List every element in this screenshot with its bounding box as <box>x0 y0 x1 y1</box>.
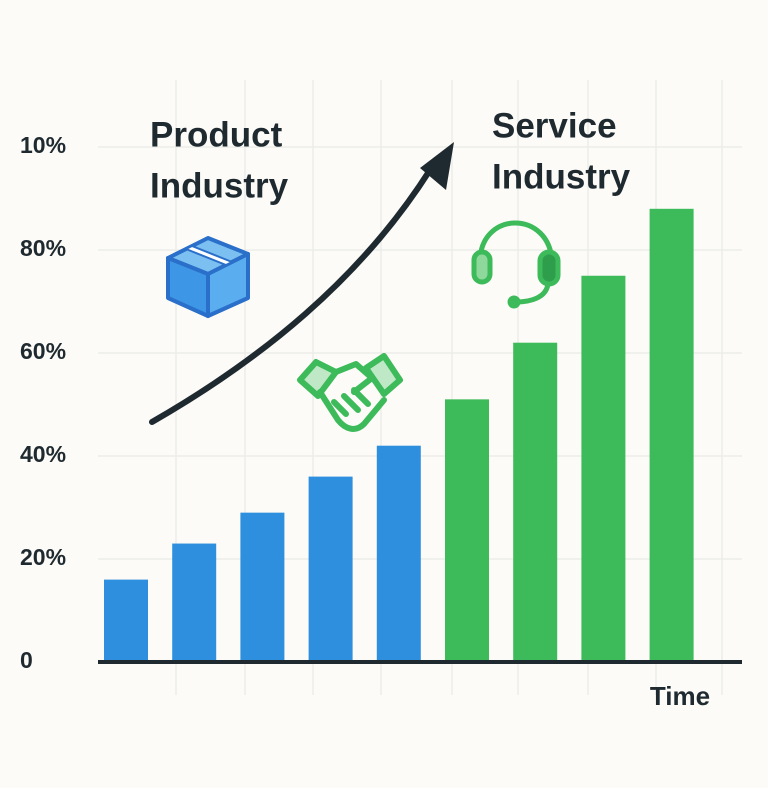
arrow-head <box>420 142 454 190</box>
y-tick-label: 20% <box>20 544 66 570</box>
bars <box>104 208 694 663</box>
y-tick-label: 60% <box>20 338 66 364</box>
bar <box>513 342 558 662</box>
bar <box>104 579 148 662</box>
x-axis-label: Time <box>650 681 710 711</box>
y-tick-label: 80% <box>20 235 66 261</box>
bar <box>445 399 489 662</box>
bar <box>581 275 626 662</box>
y-tick-label: 0 <box>20 647 33 673</box>
handshake-icon <box>297 353 403 432</box>
annotation: Industry <box>492 157 631 196</box>
trend-arrow <box>149 167 433 425</box>
annotation: Product <box>150 115 283 154</box>
y-tick-label: 40% <box>20 441 66 467</box>
bar <box>649 208 694 663</box>
annotation: Industry <box>150 166 289 205</box>
box-icon <box>166 236 250 318</box>
bar <box>308 476 353 662</box>
annotation: Service <box>492 106 617 145</box>
headset-icon <box>471 220 561 309</box>
annotations: Product Industry Service Industry <box>150 106 631 205</box>
y-tick-label: 10% <box>20 132 66 158</box>
bar <box>240 512 285 662</box>
bar <box>172 543 217 662</box>
bar <box>376 445 421 662</box>
